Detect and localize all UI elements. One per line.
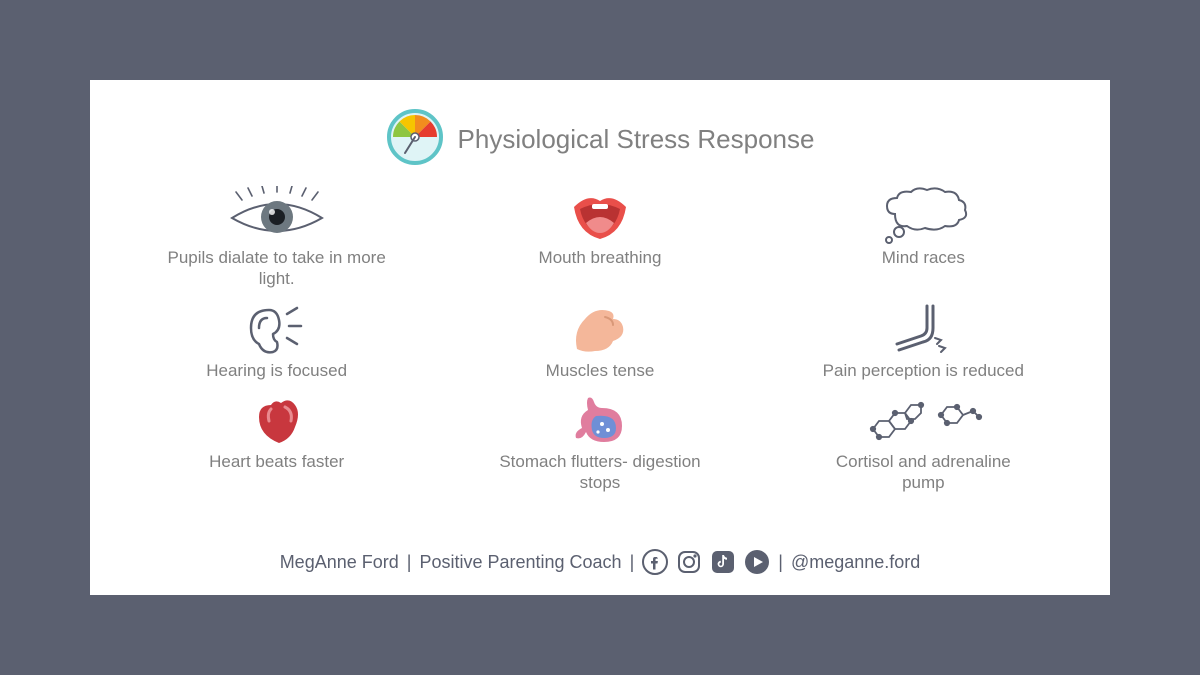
symptom-eye: Pupils dialate to take in more light. bbox=[130, 189, 423, 290]
footer-sep: | bbox=[778, 552, 783, 573]
infographic-card: Physiological Stress Response bbox=[90, 80, 1110, 595]
symptom-label: Muscles tense bbox=[546, 360, 655, 381]
symptom-mind: Mind races bbox=[777, 189, 1070, 290]
muscle-icon bbox=[565, 302, 635, 356]
instagram-icon[interactable] bbox=[676, 549, 702, 575]
gauge-icon bbox=[386, 108, 444, 171]
facebook-icon[interactable] bbox=[642, 549, 668, 575]
symptom-label: Hearing is focused bbox=[206, 360, 347, 381]
thought-bubble-icon bbox=[873, 189, 973, 243]
symptom-label: Mind races bbox=[882, 247, 965, 268]
mouth-icon bbox=[568, 189, 632, 243]
ear-icon bbox=[237, 302, 317, 356]
symptom-mouth: Mouth breathing bbox=[453, 189, 746, 290]
eye-icon bbox=[222, 189, 332, 243]
symptom-label: Pain perception is reduced bbox=[823, 360, 1024, 381]
page-title: Physiological Stress Response bbox=[458, 124, 815, 155]
stomach-icon bbox=[568, 393, 632, 447]
footer: MegAnne Ford | Positive Parenting Coach … bbox=[280, 549, 921, 575]
elbow-pain-icon bbox=[883, 302, 963, 356]
symptoms-grid: Pupils dialate to take in more light. Mo… bbox=[130, 189, 1070, 541]
symptom-label: Stomach flutters- digestion stops bbox=[490, 451, 710, 494]
symptom-heart: Heart beats faster bbox=[130, 393, 423, 494]
symptom-label: Mouth breathing bbox=[539, 247, 662, 268]
symptom-hormones: Cortisol and adrenaline pump bbox=[777, 393, 1070, 494]
tiktok-icon[interactable] bbox=[710, 549, 736, 575]
symptom-stomach: Stomach flutters- digestion stops bbox=[453, 393, 746, 494]
symptom-hearing: Hearing is focused bbox=[130, 302, 423, 381]
header: Physiological Stress Response bbox=[386, 108, 815, 171]
footer-sep: | bbox=[407, 552, 412, 573]
footer-handle: @meganne.ford bbox=[791, 552, 920, 573]
page-stage: Physiological Stress Response bbox=[0, 0, 1200, 675]
symptom-muscles: Muscles tense bbox=[453, 302, 746, 381]
footer-role: Positive Parenting Coach bbox=[419, 552, 621, 573]
symptom-label: Pupils dialate to take in more light. bbox=[167, 247, 387, 290]
symptom-label: Cortisol and adrenaline pump bbox=[813, 451, 1033, 494]
footer-name: MegAnne Ford bbox=[280, 552, 399, 573]
youtube-icon[interactable] bbox=[744, 549, 770, 575]
footer-sep: | bbox=[630, 552, 635, 573]
molecule-icon bbox=[863, 393, 983, 447]
symptom-label: Heart beats faster bbox=[209, 451, 344, 472]
heart-icon bbox=[249, 393, 305, 447]
symptom-pain: Pain perception is reduced bbox=[777, 302, 1070, 381]
